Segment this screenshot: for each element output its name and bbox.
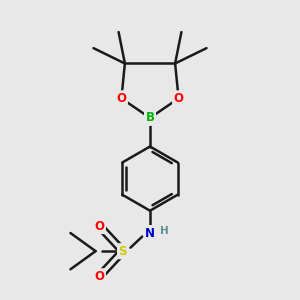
Text: H: H [160, 226, 169, 236]
Text: O: O [174, 92, 184, 105]
Text: N: N [145, 226, 155, 239]
Text: S: S [118, 245, 127, 258]
Text: O: O [116, 92, 126, 105]
Text: O: O [94, 220, 104, 232]
Text: B: B [146, 111, 154, 124]
Text: O: O [94, 270, 104, 283]
